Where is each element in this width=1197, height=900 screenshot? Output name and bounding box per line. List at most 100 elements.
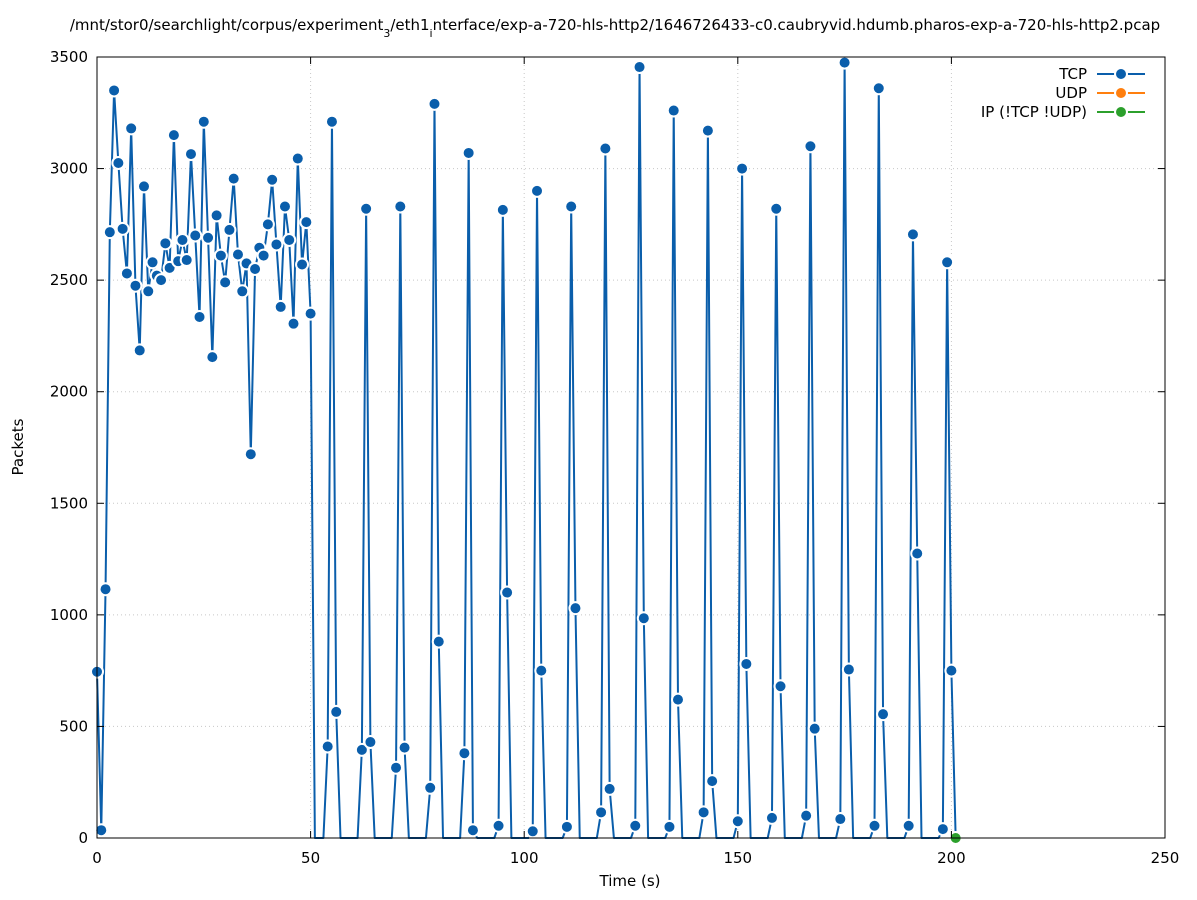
data-point <box>183 147 198 162</box>
x-tick-label: 50 <box>301 849 320 867</box>
title-part: 3 <box>383 27 390 40</box>
data-point <box>141 284 156 299</box>
data-point <box>461 145 476 160</box>
title-part: nterface/exp-a-720-hls-http2/1646726433-… <box>433 16 1161 34</box>
data-point <box>188 228 203 243</box>
data-point <box>901 818 916 833</box>
data-point <box>602 781 617 796</box>
plot-area <box>90 55 963 845</box>
data-point <box>132 343 147 358</box>
data-point <box>256 248 271 263</box>
data-point <box>299 215 314 230</box>
data-point <box>286 316 301 331</box>
data-point <box>594 805 609 820</box>
y-tick-label: 2000 <box>50 383 88 401</box>
data-point <box>944 663 959 678</box>
data-point <box>670 692 685 707</box>
data-point <box>98 582 113 597</box>
data-point <box>910 546 925 561</box>
data-point <box>265 172 280 187</box>
data-point <box>739 656 754 671</box>
data-point <box>628 818 643 833</box>
x-tick-label: 150 <box>723 849 752 867</box>
data-point <box>303 306 318 321</box>
data-point <box>124 121 139 136</box>
data-point <box>598 141 613 156</box>
data-point <box>277 199 292 214</box>
data-point <box>666 103 681 118</box>
plot-border <box>96 56 1166 839</box>
data-point <box>662 819 677 834</box>
data-point <box>115 221 130 236</box>
legend-label: UDP <box>1055 84 1087 102</box>
data-point <box>730 814 745 829</box>
y-tick-label: 1500 <box>50 494 88 512</box>
data-point <box>196 114 211 129</box>
data-point <box>158 236 173 251</box>
data-point <box>107 83 122 98</box>
data-point <box>230 247 245 262</box>
data-point <box>145 255 160 270</box>
x-tick-label: 0 <box>92 849 102 867</box>
axes: 0 500 1000 1500 2000 2500 3000 3500 0 50 100 150 200… <box>50 48 1180 867</box>
data-point <box>495 202 510 217</box>
series-line <box>96 61 957 839</box>
data-point <box>696 805 711 820</box>
data-point <box>354 742 369 757</box>
data-point <box>423 780 438 795</box>
y-axis-label: Packets <box>9 418 27 475</box>
data-point <box>568 601 583 616</box>
data-point <box>295 257 310 272</box>
data-point <box>136 179 151 194</box>
title-part: /eth1 <box>390 16 429 34</box>
data-point <box>705 774 720 789</box>
data-point <box>905 227 920 242</box>
data-point <box>260 217 275 232</box>
data-point <box>491 818 506 833</box>
title-part: /mnt/stor0/searchlight/corpus/experiment <box>70 16 384 34</box>
data-point <box>457 746 472 761</box>
data-point <box>803 139 818 154</box>
data-point <box>465 823 480 838</box>
data-point <box>222 222 237 237</box>
data-point <box>876 707 891 722</box>
data-point <box>564 199 579 214</box>
data-point <box>290 151 305 166</box>
data-point <box>102 225 117 240</box>
data-point <box>282 232 297 247</box>
data-point <box>175 232 190 247</box>
data-point <box>559 819 574 834</box>
data-point <box>700 123 715 138</box>
data-point <box>213 248 228 263</box>
data-point <box>389 760 404 775</box>
data-point <box>235 284 250 299</box>
data-point <box>248 261 263 276</box>
data-point <box>807 721 822 736</box>
data-point <box>393 199 408 214</box>
data-point <box>192 309 207 324</box>
data-point <box>525 824 540 839</box>
y-tick-label: 0 <box>78 829 88 847</box>
data-point <box>427 96 442 111</box>
data-point <box>769 201 784 216</box>
data-point <box>324 114 339 129</box>
data-point <box>837 55 852 70</box>
x-tick-label: 100 <box>510 849 539 867</box>
data-point <box>500 585 515 600</box>
y-tick-label: 500 <box>59 717 88 735</box>
data-point <box>431 634 446 649</box>
data-point <box>841 662 856 677</box>
data-point <box>94 823 109 838</box>
data-point <box>871 81 886 96</box>
data-point <box>218 275 233 290</box>
data-point <box>201 230 216 245</box>
data-point <box>799 808 814 823</box>
chart-title: /mnt/stor0/searchlight/corpus/experiment… <box>70 16 1160 40</box>
data-point <box>273 299 288 314</box>
data-point <box>534 663 549 678</box>
data-point <box>329 704 344 719</box>
x-tick-label: 250 <box>1151 849 1180 867</box>
data-point <box>363 735 378 750</box>
title-part: i <box>430 27 433 40</box>
